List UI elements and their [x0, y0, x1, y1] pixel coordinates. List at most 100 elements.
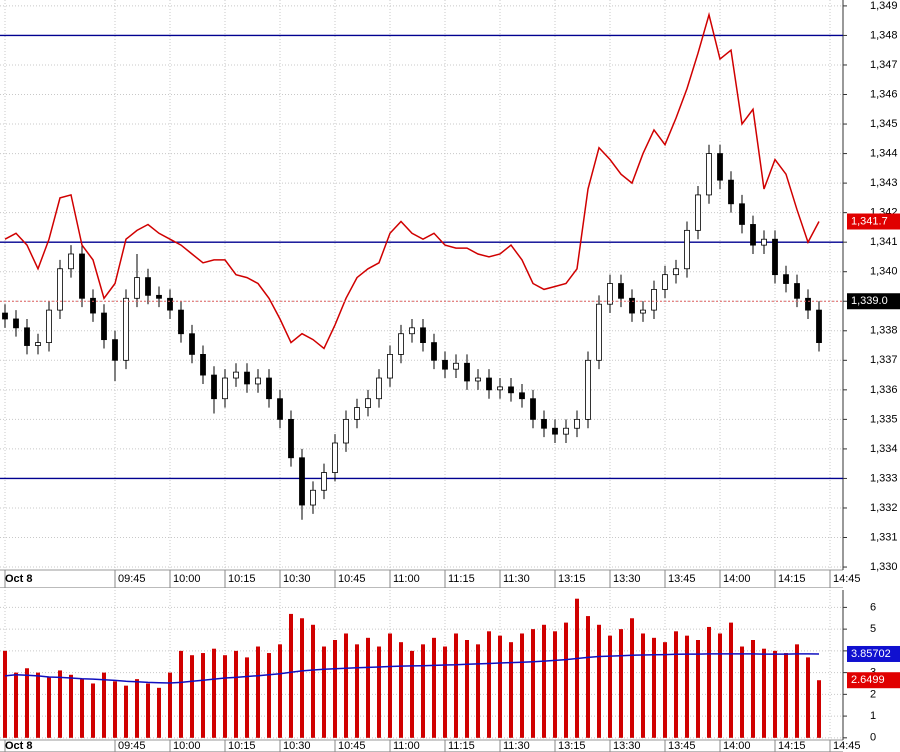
y-tick-label: 2 [870, 688, 876, 700]
volume-bar [509, 642, 513, 738]
y-tick-label: 1,341 [870, 236, 898, 248]
candle-body [310, 489, 316, 506]
x-tick-label: Oct 8 [5, 740, 33, 752]
candle-body [79, 253, 85, 299]
y-tick-label: 1,345 [870, 118, 898, 130]
volume-bar [795, 644, 799, 738]
volume-bar [3, 650, 7, 738]
volume-bar [47, 676, 51, 738]
volume-bar [762, 648, 766, 738]
volume-bar [465, 640, 469, 738]
candle-body [794, 283, 800, 299]
x-tick-label: 10:00 [173, 740, 201, 752]
candle-body [453, 362, 459, 370]
candle-body [695, 194, 701, 231]
y-tick-label: 0 [870, 732, 876, 744]
candle-body [409, 327, 415, 335]
x-tick-label: 11:00 [393, 573, 420, 585]
x-tick-label: 10:45 [338, 573, 366, 585]
volume-bar [366, 637, 370, 738]
candle-body [2, 312, 8, 320]
candle-body [156, 294, 162, 299]
x-tick-label: 11:15 [448, 740, 475, 752]
candle-body [46, 309, 52, 343]
volume-bar [201, 653, 205, 738]
candle-body [739, 203, 745, 225]
volume-bar [718, 633, 722, 738]
candle-body [68, 253, 74, 270]
overlay-line [4, 11, 820, 350]
overlay-line [4, 653, 820, 684]
y-tick-label: 1,348 [870, 29, 898, 41]
volume-bar [663, 642, 667, 738]
volume-bar [124, 685, 128, 738]
candle-body [321, 472, 327, 491]
candle-body [376, 377, 382, 400]
candle-body [420, 327, 426, 343]
volume-bar [168, 672, 172, 738]
volume-bar [377, 646, 381, 738]
candle-body [123, 297, 129, 361]
volume-bar [432, 637, 436, 738]
volume-bar [696, 640, 700, 738]
volume-bar [476, 644, 480, 738]
marker-box [847, 213, 900, 230]
x-tick-label: 13:15 [558, 573, 586, 585]
volume-bar [344, 633, 348, 738]
candle-body [717, 153, 723, 181]
volume-bar [212, 648, 216, 738]
x-tick-label: 13:45 [668, 740, 696, 752]
volume-bar [91, 683, 95, 738]
y-tick-label: 1,346 [870, 88, 898, 100]
x-tick-label: 14:00 [723, 740, 751, 752]
candle-body [57, 268, 63, 311]
candle-body [607, 283, 613, 305]
candle-body [816, 309, 822, 343]
x-tick-label: 11:00 [393, 740, 420, 752]
y-tick-label: 1,333 [870, 472, 898, 484]
candle-body [354, 407, 360, 420]
candle-body [486, 377, 492, 391]
volume-bar [278, 644, 282, 738]
candle-body [783, 274, 789, 284]
y-tick-label: 1,336 [870, 384, 898, 396]
volume-bar [740, 646, 744, 738]
x-tick-label: 10:00 [173, 573, 201, 585]
volume-bar [69, 674, 73, 738]
y-tick-label: 1,343 [870, 177, 898, 189]
volume-bar [630, 618, 634, 738]
y-tick-label: 1,347 [870, 59, 898, 71]
candle-body [596, 303, 602, 361]
candle-body [530, 398, 536, 420]
candle-body [442, 359, 448, 370]
marker-box [847, 672, 900, 689]
volume-bar [531, 629, 535, 738]
y-tick-label: 1,349 [870, 0, 898, 12]
y-tick-label: 1,337 [870, 354, 898, 366]
y-tick-label: 1,335 [870, 413, 898, 425]
volume-bar [25, 668, 29, 738]
candle-body [497, 386, 503, 391]
volume-bar [619, 629, 623, 738]
candle-body [761, 238, 767, 246]
volume-bar [234, 650, 238, 738]
candle-body [772, 238, 778, 276]
candle-body [398, 333, 404, 355]
x-tick-label: 10:15 [228, 573, 256, 585]
candle-body [519, 392, 525, 400]
volume-bar [300, 618, 304, 738]
volume-bar [729, 622, 733, 738]
y-tick-label: 1,331 [870, 531, 898, 543]
y-tick-label: 6 [870, 601, 876, 613]
marker-box [847, 293, 900, 310]
candle-body [90, 297, 96, 314]
marker-label: 1,339.0 [851, 295, 888, 307]
candle-body [431, 342, 437, 361]
y-tick-label: 1,334 [870, 443, 898, 455]
x-tick-label: 14:15 [778, 740, 806, 752]
volume-bar [597, 624, 601, 738]
candle-body [332, 442, 338, 473]
volume-bar [421, 644, 425, 738]
volume-bar [575, 598, 579, 738]
